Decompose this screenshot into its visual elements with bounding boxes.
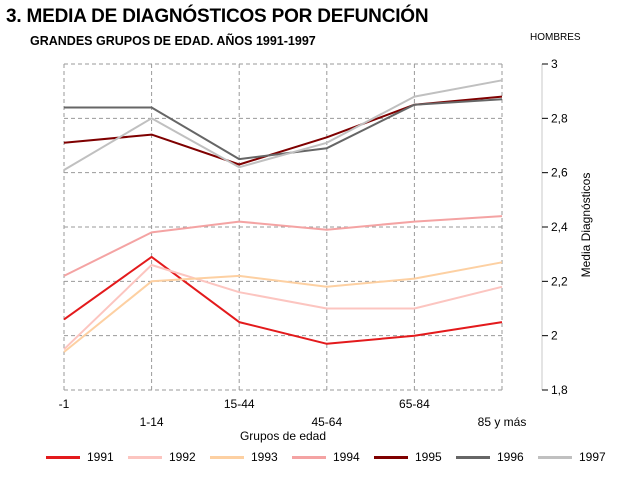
chart-legend: 1991 1992 1993 1994 1995 1996 1997 — [46, 450, 620, 464]
y-tick-label: 3 — [551, 57, 558, 71]
legend-swatch — [374, 455, 408, 459]
x-tick-label: 85 y más — [478, 415, 527, 429]
y-tick-label: 1,8 — [551, 383, 568, 397]
x-tick-label: 65-84 — [399, 397, 430, 411]
legend-swatch — [210, 455, 244, 459]
chart-title: 3. MEDIA DE DIAGNÓSTICOS POR DEFUNCIÓN — [6, 6, 429, 27]
y-axis-label: Media Diagnósticos — [579, 173, 593, 278]
series-line-1997 — [63, 79, 503, 171]
x-tick-label: 45-64 — [311, 415, 342, 429]
y-tick-label: 2,6 — [551, 166, 568, 180]
series-line-1992 — [63, 264, 503, 351]
x-tick-label: -1 — [59, 397, 70, 411]
x-tick-labels: -1 1-14 15-44 45-64 65-84 85 y más — [59, 397, 527, 429]
legend-label: 1994 — [333, 450, 360, 464]
legend-swatch — [292, 455, 326, 459]
y-tick-label: 2,2 — [551, 274, 568, 288]
legend-item-1993: 1993 — [210, 450, 292, 464]
population-label: HOMBRES — [530, 32, 581, 43]
legend-item-1995: 1995 — [374, 450, 456, 464]
legend-swatch — [538, 455, 572, 459]
series-lines — [63, 79, 503, 353]
legend-item-1994: 1994 — [292, 450, 374, 464]
y-tick-label: 2,4 — [551, 220, 568, 234]
series-line-1993 — [63, 261, 503, 353]
y-tick-labels: 1,8 2 2,2 2,4 2,6 2,8 3 — [542, 57, 568, 397]
legend-label: 1996 — [497, 450, 524, 464]
legend-label: 1997 — [579, 450, 606, 464]
chart-subtitle: GRANDES GRUPOS DE EDAD. AÑOS 1991-1997 — [30, 34, 316, 48]
legend-item-1997: 1997 — [538, 450, 620, 464]
x-tick-label: 15-44 — [224, 397, 255, 411]
legend-label: 1992 — [169, 450, 196, 464]
series-line-1996 — [64, 98, 503, 161]
legend-label: 1995 — [415, 450, 442, 464]
legend-item-1991: 1991 — [46, 450, 128, 464]
y-tick-label: 2,8 — [551, 111, 568, 125]
legend-label: 1991 — [87, 450, 114, 464]
x-axis-label: Grupos de edad — [240, 429, 326, 443]
legend-swatch — [128, 455, 162, 459]
y-tick-label: 2 — [551, 329, 558, 343]
legend-item-1992: 1992 — [128, 450, 210, 464]
legend-label: 1993 — [251, 450, 278, 464]
series-line-1994 — [63, 215, 503, 277]
legend-swatch — [46, 455, 80, 459]
legend-item-1996: 1996 — [456, 450, 538, 464]
legend-swatch — [456, 455, 490, 459]
x-tick-label: 1-14 — [140, 415, 164, 429]
series-line-1991 — [63, 255, 503, 345]
